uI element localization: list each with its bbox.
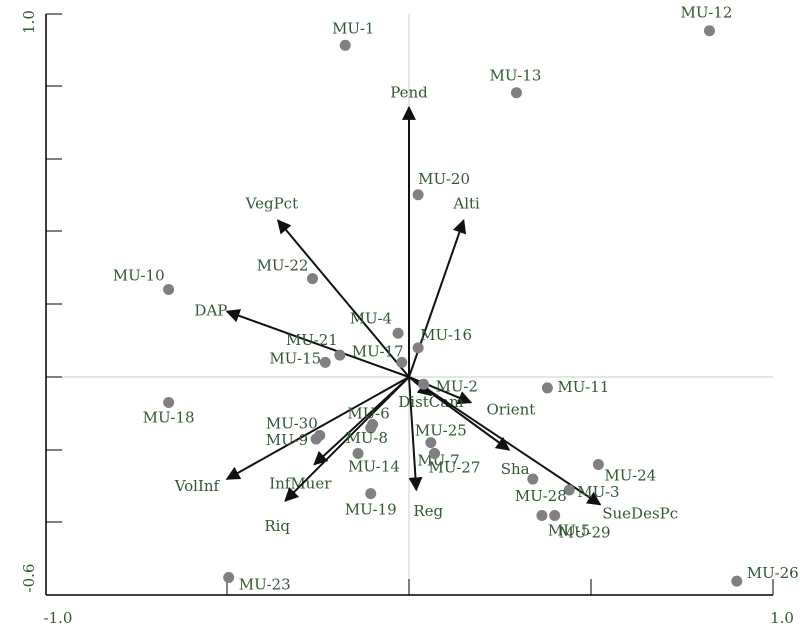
point-mu-23 — [223, 571, 235, 583]
point-label-mu-29: MU-29 — [559, 524, 611, 542]
vector-label-riq: Riq — [264, 517, 290, 535]
point-mu-5 — [536, 510, 548, 522]
point-label-mu-15: MU-15 — [269, 349, 321, 367]
point-label-mu-6: MU-6 — [347, 404, 389, 422]
point-label-mu-4: MU-4 — [350, 309, 392, 327]
point-label-mu-19: MU-19 — [345, 501, 397, 519]
x-tick-label-right: 1.0 — [770, 609, 794, 627]
point-label-mu-22: MU-22 — [257, 257, 309, 275]
point-mu-25 — [425, 437, 437, 449]
vector-arrow-riq — [284, 376, 410, 502]
y-tick-label-bottom: -0.6 — [20, 564, 38, 593]
point-label-mu-24: MU-24 — [604, 466, 656, 484]
point-label-mu-5: MU-5 — [548, 522, 590, 540]
point-label-mu-21: MU-21 — [286, 331, 338, 349]
point-label-mu-26: MU-26 — [747, 564, 799, 582]
y-tick-label-top: 1.0 — [20, 10, 38, 34]
point-label-mu-17: MU-17 — [352, 342, 404, 360]
x-tick-label-left: -1.0 — [44, 609, 73, 627]
point-label-mu-12: MU-12 — [681, 4, 733, 22]
point-mu-29 — [549, 510, 561, 522]
point-mu-18 — [163, 397, 175, 409]
vector-label-distcam: DistCam — [398, 393, 463, 411]
vector-label-volinf: VolInf — [174, 477, 221, 495]
vector-label-suedespc: SueDesPc — [602, 505, 678, 523]
point-mu-21 — [334, 349, 346, 361]
point-mu-28 — [527, 473, 539, 485]
point-mu-14 — [352, 448, 364, 460]
vector-layer: Pend Alti VegPct DAP Orient DistCam Sha SueDesP… — [174, 83, 678, 535]
point-layer: MU-1 MU-2 MU-3 MU-4 MU-5 MU-6 MU-7 MU-8 MU-9 MU-1… — [113, 4, 799, 594]
point-label-mu-13: MU-13 — [489, 67, 541, 85]
point-label-mu-27: MU-27 — [428, 459, 480, 477]
point-mu-2 — [418, 378, 430, 390]
vector-arrow-vegpct — [276, 219, 410, 378]
vector-arrow-reg — [408, 376, 423, 492]
vector-label-sha: Sha — [501, 460, 530, 478]
vector-label-dap: DAP — [194, 301, 227, 319]
point-mu-8 — [365, 422, 377, 434]
point-label-mu-25: MU-25 — [415, 422, 467, 440]
point-label-mu-10: MU-10 — [113, 267, 165, 285]
vector-label-infmuer: InfMuer — [269, 474, 332, 492]
point-mu-20 — [412, 189, 424, 201]
axes: 1.0 -0.6 -1.0 1.0 — [20, 10, 794, 627]
point-mu-12 — [703, 25, 715, 37]
point-label-mu-8: MU-8 — [346, 429, 388, 447]
point-label-mu-2: MU-2 — [436, 377, 478, 395]
vector-arrow-suedespc — [408, 376, 602, 506]
point-mu-24 — [592, 458, 604, 470]
point-label-mu-23: MU-23 — [239, 575, 291, 593]
point-mu-30 — [314, 429, 326, 441]
point-label-mu-30: MU-30 — [266, 414, 318, 432]
point-label-mu-7: MU-7 — [417, 452, 459, 470]
vector-arrow-dap — [225, 309, 410, 378]
point-mu-10 — [163, 284, 175, 296]
point-label-mu-11: MU-11 — [557, 378, 609, 396]
point-mu-17 — [396, 356, 408, 368]
vector-arrow-alti — [408, 218, 467, 378]
point-label-mu-3: MU-3 — [577, 483, 619, 501]
vector-label-reg: Reg — [413, 502, 443, 520]
vector-label-vegpct: VegPct — [245, 194, 298, 212]
point-label-mu-16: MU-16 — [420, 326, 472, 344]
vector-label-alti: Alti — [452, 194, 480, 212]
point-mu-26 — [731, 575, 743, 587]
point-mu-11 — [541, 382, 553, 394]
point-mu-22 — [306, 273, 318, 285]
vector-label-orient: Orient — [486, 401, 535, 419]
point-mu-15 — [319, 356, 331, 368]
vector-arrow-volinf — [225, 376, 410, 480]
vector-label-pend: Pend — [390, 83, 428, 101]
point-mu-19 — [365, 488, 377, 500]
point-mu-27 — [428, 448, 440, 460]
point-label-mu-1: MU-1 — [332, 19, 374, 37]
point-label-mu-28: MU-28 — [515, 487, 567, 505]
point-label-mu-9: MU-9 — [266, 431, 308, 449]
point-mu-16 — [412, 342, 424, 354]
point-mu-4 — [392, 327, 404, 339]
point-mu-13 — [510, 87, 522, 99]
point-label-mu-14: MU-14 — [348, 458, 400, 476]
point-mu-3 — [563, 484, 575, 496]
point-label-mu-20: MU-20 — [418, 170, 470, 188]
point-label-mu-18: MU-18 — [143, 409, 195, 427]
point-mu-1 — [339, 39, 351, 51]
